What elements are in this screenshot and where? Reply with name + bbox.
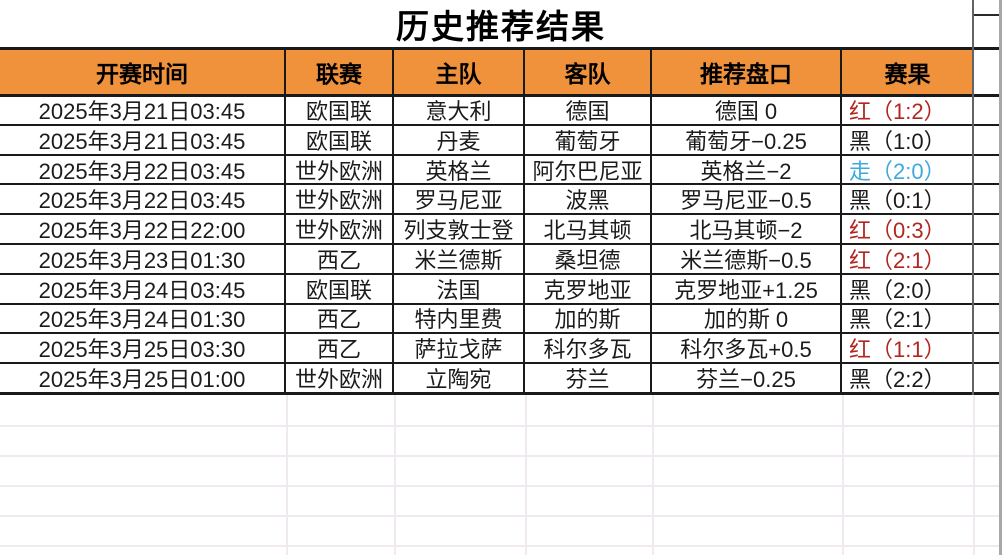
faint-gridline-v <box>652 393 654 555</box>
cell-time: 2025年3月25日03:30 <box>0 333 286 364</box>
column-header-result: 赛果 <box>842 48 973 95</box>
cell-league: 世外欧洲 <box>286 363 394 393</box>
column-header-handicap: 推荐盘口 <box>652 48 842 95</box>
cell-away: 北马其顿 <box>525 214 652 244</box>
cell-result: 红（1:1） <box>849 337 946 363</box>
cell-away: 桑坦德 <box>525 243 652 274</box>
table-grid-hline <box>0 183 1002 186</box>
faint-gridline-h <box>0 455 1002 457</box>
cell-away: 葡萄牙 <box>525 124 652 155</box>
faint-gridline-v <box>286 393 288 555</box>
cell-home: 英格兰 <box>394 154 525 185</box>
cell-handicap: 葡萄牙−0.25 <box>652 124 842 155</box>
cell-handicap: 科尔多瓦+0.5 <box>652 333 842 364</box>
cell-handicap: 英格兰−2 <box>652 154 842 185</box>
cell-result: 黑（0:1） <box>849 188 946 214</box>
cell-handicap: 芬兰−0.25 <box>652 363 842 393</box>
table-grid-hline <box>0 213 1002 216</box>
cell-time: 2025年3月24日01:30 <box>0 303 286 334</box>
table-grid-hline <box>0 272 1002 275</box>
results-table: 开赛时间 联赛 主队 客队 推荐盘口 赛果 2025年3月21日03:45 欧国联 意大利 德国德… <box>0 48 973 393</box>
cell-time: 2025年3月22日03:45 <box>0 184 286 215</box>
cell-away: 克罗地亚 <box>525 273 652 304</box>
faint-gridline-h <box>0 545 1002 547</box>
cell-away: 加的斯 <box>525 303 652 334</box>
faint-gridline-h <box>0 515 1002 517</box>
page-title: 历史推荐结果 <box>396 7 606 45</box>
cell-result: 红（1:2） <box>849 98 946 124</box>
table-grid-hline <box>0 332 1002 335</box>
cell-handicap: 加的斯 0 <box>652 303 842 334</box>
cell-time: 2025年3月22日22:00 <box>0 214 286 244</box>
cell-result: 黑（2:2） <box>849 367 946 393</box>
cell-time: 2025年3月21日03:45 <box>0 95 286 125</box>
cell-home: 丹麦 <box>394 124 525 155</box>
sliver-row-line <box>973 14 1002 16</box>
table-right-divider <box>972 0 974 395</box>
cell-time: 2025年3月21日03:45 <box>0 124 286 155</box>
cell-time: 2025年3月23日01:30 <box>0 243 286 274</box>
cell-result: 红（2:1） <box>849 247 946 273</box>
table-grid-hline <box>0 243 1002 245</box>
cell-result: 黑（2:1） <box>849 307 946 333</box>
column-header-home: 主队 <box>394 48 525 95</box>
cell-handicap: 克罗地亚+1.25 <box>652 273 842 304</box>
column-header-away: 客队 <box>525 48 652 95</box>
table-grid-hline <box>0 93 1002 97</box>
table-grid-hline <box>0 153 1002 156</box>
cell-away: 阿尔巴尼亚 <box>525 154 652 185</box>
cell-league: 欧国联 <box>286 273 394 304</box>
cell-home: 意大利 <box>394 95 525 125</box>
column-header-league: 联赛 <box>286 48 394 95</box>
cell-handicap: 米兰德斯−0.5 <box>652 243 842 274</box>
cell-time: 2025年3月22日03:45 <box>0 154 286 185</box>
cell-handicap: 罗马尼亚−0.5 <box>652 184 842 215</box>
faint-gridline-h <box>0 485 1002 487</box>
cell-handicap: 德国 0 <box>652 95 842 125</box>
column-header-time: 开赛时间 <box>0 48 286 95</box>
cell-league: 欧国联 <box>286 95 394 125</box>
cell-league: 欧国联 <box>286 124 394 155</box>
cell-home: 米兰德斯 <box>394 243 525 274</box>
cell-away: 德国 <box>525 95 652 125</box>
cell-home: 法国 <box>394 273 525 304</box>
cell-home: 立陶宛 <box>394 363 525 393</box>
cell-home: 萨拉戈萨 <box>394 333 525 364</box>
cell-away: 波黑 <box>525 184 652 215</box>
faint-gridline-v <box>525 393 527 555</box>
cell-league: 世外欧洲 <box>286 154 394 185</box>
screen-edge-strip <box>999 0 1002 555</box>
cell-away: 科尔多瓦 <box>525 333 652 364</box>
table-grid-hline <box>0 391 1002 395</box>
table-grid-hline <box>0 302 1002 305</box>
cell-time: 2025年3月24日03:45 <box>0 273 286 304</box>
faint-gridline-v <box>842 393 844 555</box>
table-grid-hline <box>0 123 1002 126</box>
cell-result: 黑（2:0） <box>849 277 946 303</box>
cell-league: 世外欧洲 <box>286 184 394 215</box>
cell-handicap: 北马其顿−2 <box>652 214 842 244</box>
table-grid-hline <box>0 362 1002 365</box>
cell-league: 西乙 <box>286 243 394 274</box>
faint-gridline-v <box>394 393 396 555</box>
cell-away: 芬兰 <box>525 363 652 393</box>
cell-result: 黑（1:0） <box>849 128 946 154</box>
faint-gridline-h <box>0 425 1002 427</box>
cell-league: 西乙 <box>286 303 394 334</box>
faint-gridline-v <box>973 393 975 555</box>
cell-league: 世外欧洲 <box>286 214 394 244</box>
cell-result: 走（2:0） <box>849 158 946 184</box>
cell-home: 罗马尼亚 <box>394 184 525 215</box>
cell-home: 特内里费 <box>394 303 525 334</box>
cell-time: 2025年3月25日01:00 <box>0 363 286 393</box>
table-grid-hline <box>0 46 1002 50</box>
cell-result: 红（0:3） <box>849 218 946 244</box>
cell-home: 列支敦士登 <box>394 214 525 244</box>
cell-league: 西乙 <box>286 333 394 364</box>
